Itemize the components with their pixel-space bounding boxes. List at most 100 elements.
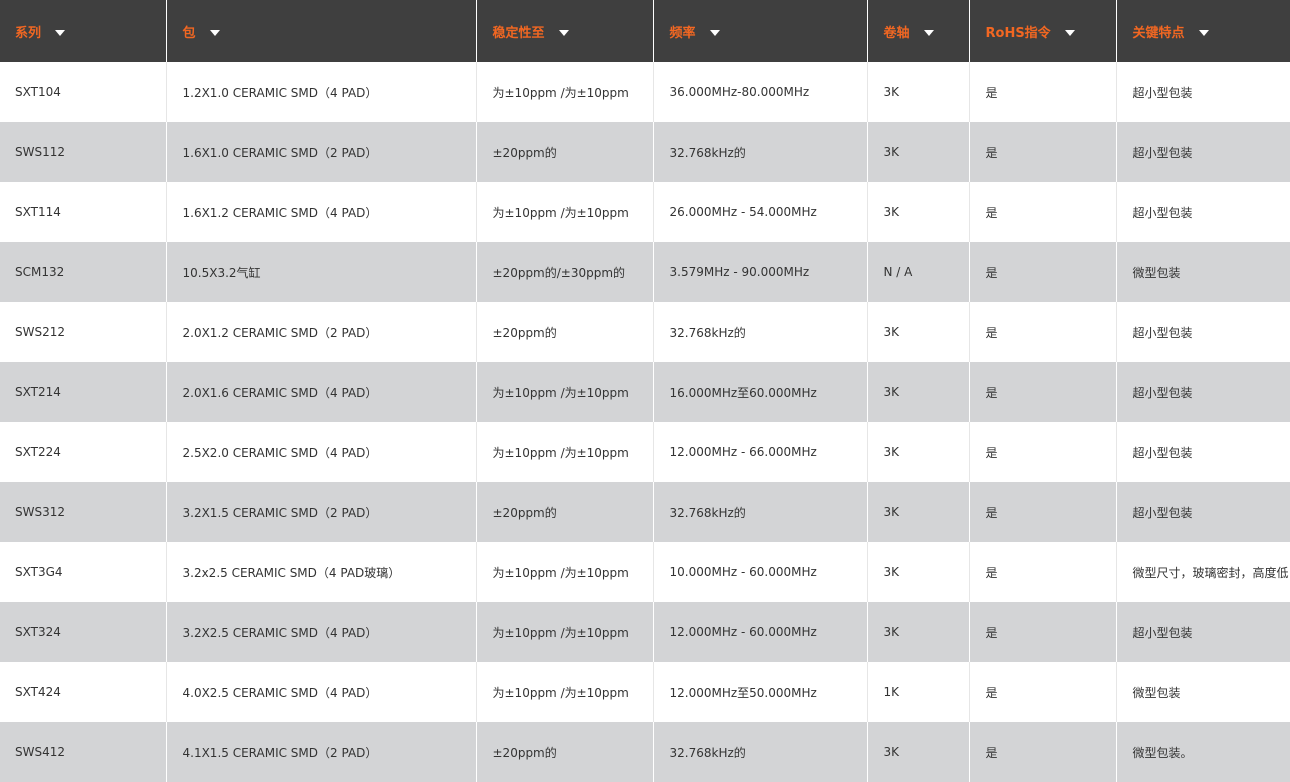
table-cell: SCM132 <box>0 242 167 302</box>
table-cell: 是 <box>969 62 1117 122</box>
sort-arrow[interactable] <box>923 30 934 36</box>
table-cell: SWS212 <box>0 302 167 362</box>
table-cell: 1.2X1.0 CERAMIC SMD（4 PAD） <box>166 62 477 122</box>
table-row: SWS312 3.2X1.5 CERAMIC SMD（2 PAD） ±20ppm的 3… <box>0 482 1290 542</box>
table-cell: 为±10ppm /为±10ppm <box>476 182 654 242</box>
table-cell: 2.0X1.6 CERAMIC SMD（4 PAD） <box>166 362 477 422</box>
table-cell: 2.5X2.0 CERAMIC SMD（4 PAD） <box>166 422 477 482</box>
table-cell: SXT224 <box>0 422 167 482</box>
table-cell: 32.768kHz的 <box>653 482 868 542</box>
column-header[interactable]: 包 <box>166 0 477 62</box>
table-row: SCM132 10.5X3.2气缸 ±20ppm的/±30ppm的 3.579MHz … <box>0 242 1290 302</box>
table-cell: 26.000MHz - 54.000MHz <box>653 182 868 242</box>
column-title: RoHS指令 <box>985 25 1051 41</box>
table-cell: 超小型包装 <box>1116 62 1290 122</box>
table-cell: SXT114 <box>0 182 167 242</box>
column-header[interactable]: 稳定性至 <box>476 0 654 62</box>
table-cell: 10.000MHz - 60.000MHz <box>653 542 868 602</box>
column-header[interactable]: 关键特点 <box>1116 0 1290 62</box>
table-row: SXT324 3.2X2.5 CERAMIC SMD（4 PAD） 为±10ppm … <box>0 602 1290 662</box>
table-cell: 3K <box>867 722 970 782</box>
table-cell: SWS312 <box>0 482 167 542</box>
column-header[interactable]: 系列 <box>0 0 167 62</box>
sort-arrow[interactable] <box>1198 30 1209 36</box>
table-cell: 32.768kHz的 <box>653 122 868 182</box>
table-cell: 是 <box>969 602 1117 662</box>
table-cell: 1K <box>867 662 970 722</box>
table-cell: 微型包装。 <box>1116 722 1290 782</box>
table-cell: 3.2X2.5 CERAMIC SMD（4 PAD） <box>166 602 477 662</box>
table-body: SXT104 1.2X1.0 CERAMIC SMD（4 PAD） 为±10ppm … <box>0 62 1290 782</box>
table-row: SXT424 4.0X2.5 CERAMIC SMD（4 PAD） 为±10ppm … <box>0 662 1290 722</box>
table-cell: 3K <box>867 122 970 182</box>
table-cell: 微型包装 <box>1116 242 1290 302</box>
sort-arrow[interactable] <box>709 30 720 36</box>
table-cell: 是 <box>969 662 1117 722</box>
table-row: SWS112 1.6X1.0 CERAMIC SMD（2 PAD） ±20ppm的 3… <box>0 122 1290 182</box>
table-cell: 1.6X1.0 CERAMIC SMD（2 PAD） <box>166 122 477 182</box>
table-cell: 12.000MHz - 66.000MHz <box>653 422 868 482</box>
table-cell: SXT104 <box>0 62 167 122</box>
column-header[interactable]: 频率 <box>653 0 868 62</box>
table-cell: 为±10ppm /为±10ppm <box>476 362 654 422</box>
table-cell: SWS112 <box>0 122 167 182</box>
table-cell: SWS412 <box>0 722 167 782</box>
sort-arrow[interactable] <box>55 30 66 36</box>
table-cell: 12.000MHz至50.000MHz <box>653 662 868 722</box>
column-title: 卷轴 <box>883 25 910 41</box>
table-cell: 3K <box>867 302 970 362</box>
table-cell: 是 <box>969 182 1117 242</box>
table-cell: 3.2x2.5 CERAMIC SMD（4 PAD玻璃） <box>166 542 477 602</box>
table-cell: 超小型包装 <box>1116 122 1290 182</box>
column-header[interactable]: 卷轴 <box>867 0 970 62</box>
table-cell: 为±10ppm /为±10ppm <box>476 542 654 602</box>
table-row: SXT3G4 3.2x2.5 CERAMIC SMD（4 PAD玻璃） 为±10pp… <box>0 542 1290 602</box>
table-row: SXT114 1.6X1.2 CERAMIC SMD（4 PAD） 为±10ppm … <box>0 182 1290 242</box>
table-cell: 3K <box>867 482 970 542</box>
header-row: 系列 包 稳定性至 频率 卷轴 RoHS指令 关键特点 <box>0 0 1290 62</box>
table-row: SXT224 2.5X2.0 CERAMIC SMD（4 PAD） 为±10ppm … <box>0 422 1290 482</box>
table-cell: SXT214 <box>0 362 167 422</box>
sort-arrow[interactable] <box>558 30 569 36</box>
table-cell: 3K <box>867 542 970 602</box>
table-cell: 16.000MHz至60.000MHz <box>653 362 868 422</box>
table-cell: 微型尺寸，玻璃密封，高度低 <box>1116 542 1290 602</box>
table-row: SXT104 1.2X1.0 CERAMIC SMD（4 PAD） 为±10ppm … <box>0 62 1290 122</box>
table-cell: 超小型包装 <box>1116 182 1290 242</box>
table-cell: 是 <box>969 362 1117 422</box>
table-cell: 为±10ppm /为±10ppm <box>476 662 654 722</box>
table-cell: 是 <box>969 722 1117 782</box>
sort-arrow[interactable] <box>209 30 220 36</box>
table-cell: 36.000MHz-80.000MHz <box>653 62 868 122</box>
table-cell: 4.0X2.5 CERAMIC SMD（4 PAD） <box>166 662 477 722</box>
table-cell: 32.768kHz的 <box>653 302 868 362</box>
table-cell: 超小型包装 <box>1116 602 1290 662</box>
table-row: SXT214 2.0X1.6 CERAMIC SMD（4 PAD） 为±10ppm … <box>0 362 1290 422</box>
column-title: 包 <box>182 25 196 41</box>
table-cell: 1.6X1.2 CERAMIC SMD（4 PAD） <box>166 182 477 242</box>
table-cell: 是 <box>969 122 1117 182</box>
table-cell: SXT324 <box>0 602 167 662</box>
table-cell: 为±10ppm /为±10ppm <box>476 62 654 122</box>
table-cell: 超小型包装 <box>1116 422 1290 482</box>
table-cell: N / A <box>867 242 970 302</box>
column-title: 系列 <box>15 25 42 41</box>
table-cell: ±20ppm的 <box>476 122 654 182</box>
table-cell: 是 <box>969 542 1117 602</box>
table-cell: 4.1X1.5 CERAMIC SMD（2 PAD） <box>166 722 477 782</box>
table-cell: 3.2X1.5 CERAMIC SMD（2 PAD） <box>166 482 477 542</box>
table-cell: SXT424 <box>0 662 167 722</box>
table-cell: ±20ppm的 <box>476 722 654 782</box>
table-cell: 3K <box>867 182 970 242</box>
column-header[interactable]: RoHS指令 <box>969 0 1117 62</box>
table-cell: 3K <box>867 362 970 422</box>
sort-arrow[interactable] <box>1064 30 1075 36</box>
table-cell: SXT3G4 <box>0 542 167 602</box>
table-cell: ±20ppm的 <box>476 302 654 362</box>
table-cell: 超小型包装 <box>1116 302 1290 362</box>
table-row: SWS412 4.1X1.5 CERAMIC SMD（2 PAD） ±20ppm的 3… <box>0 722 1290 782</box>
table-cell: 3K <box>867 62 970 122</box>
table-cell: 超小型包装 <box>1116 482 1290 542</box>
